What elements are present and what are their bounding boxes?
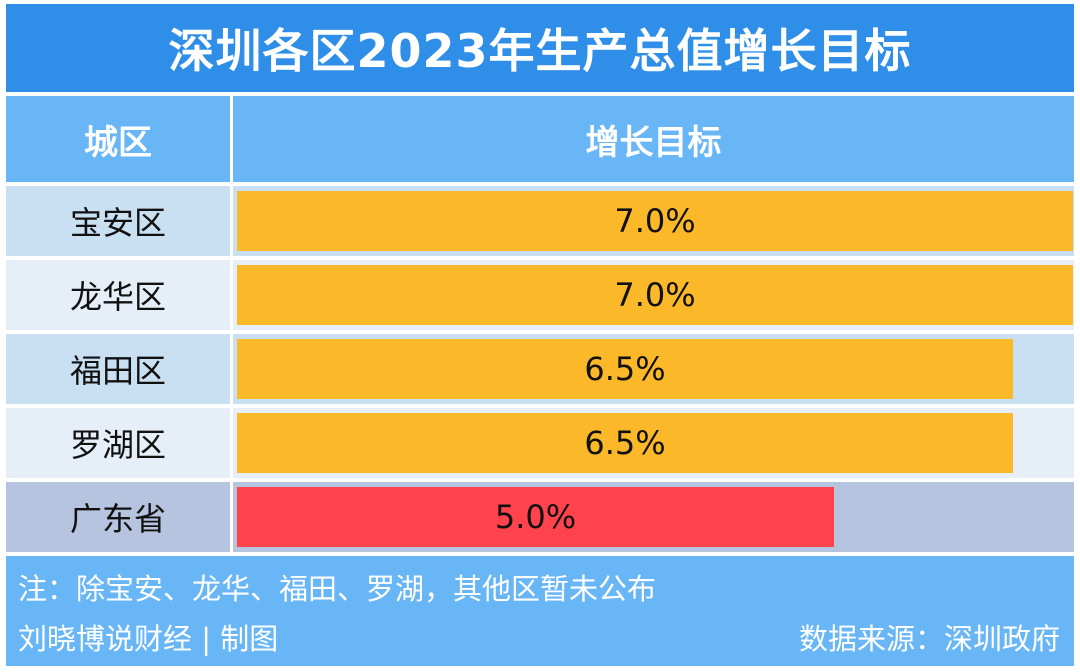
chart-title: 深圳各区2023年生产总值增长目标 <box>6 4 1074 92</box>
category-label: 广东省 <box>6 482 230 552</box>
footer-credit: 刘晓博说财经 | 制图 <box>18 622 279 656</box>
header-city: 城区 <box>6 96 230 182</box>
header-target: 增长目标 <box>233 96 1074 182</box>
footer: 注：除宝安、龙华、福田、罗湖，其他区暂未公布 刘晓博说财经 | 制图 数据来源：… <box>6 556 1074 666</box>
category-label: 宝安区 <box>6 186 230 256</box>
bar: 6.5% <box>237 413 1013 473</box>
footer-source: 数据来源：深圳政府 <box>798 622 1060 656</box>
bar: 6.5% <box>237 339 1013 399</box>
category-label: 龙华区 <box>6 260 230 330</box>
bar: 7.0% <box>237 191 1073 251</box>
footer-note: 注：除宝安、龙华、福田、罗湖，其他区暂未公布 <box>18 572 657 606</box>
bar: 7.0% <box>237 265 1073 325</box>
category-label: 福田区 <box>6 334 230 404</box>
category-label: 罗湖区 <box>6 408 230 478</box>
bar-highlight: 5.0% <box>237 487 834 547</box>
